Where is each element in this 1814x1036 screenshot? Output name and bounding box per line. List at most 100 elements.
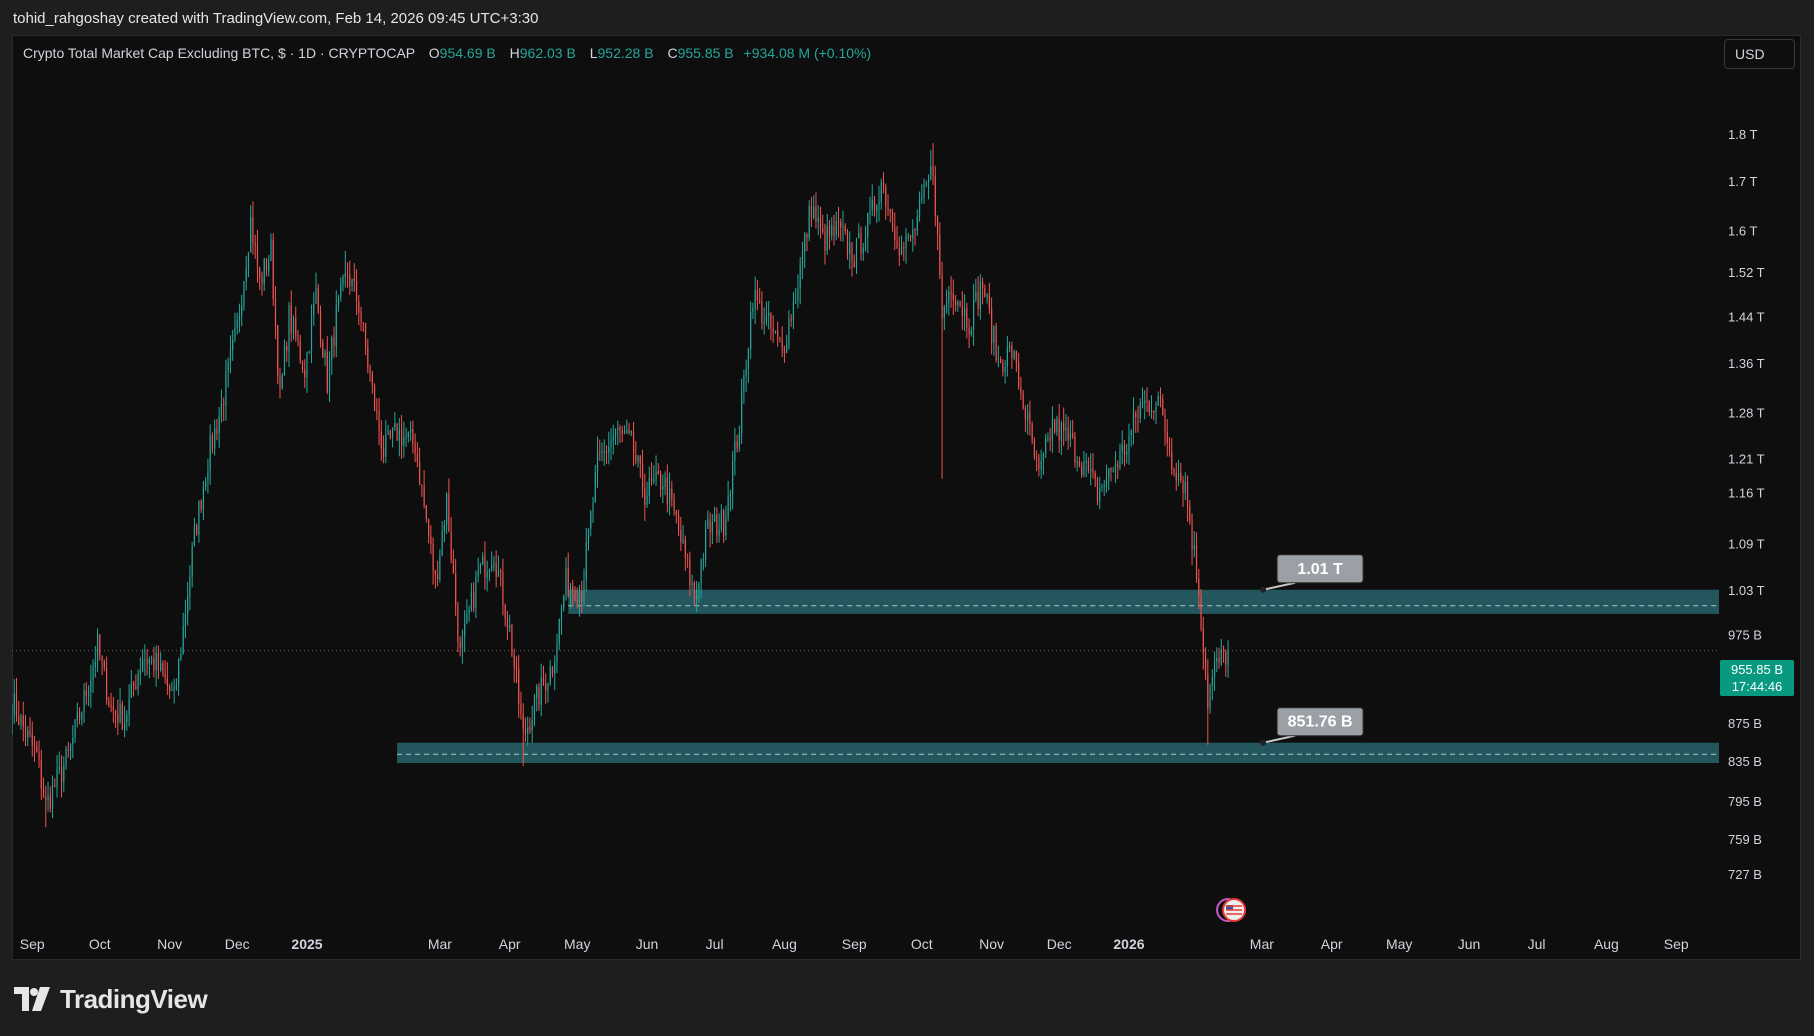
candle-body[interactable]	[24, 726, 27, 738]
candle-body[interactable]	[245, 268, 247, 282]
candle-body[interactable]	[558, 618, 560, 644]
candle-body[interactable]	[1157, 395, 1159, 406]
candle-body[interactable]	[619, 427, 621, 431]
candle-body[interactable]	[1049, 437, 1051, 441]
candle-body[interactable]	[434, 570, 436, 575]
candle-body[interactable]	[1198, 578, 1200, 596]
candle-body[interactable]	[400, 429, 403, 446]
candle-body[interactable]	[540, 677, 542, 705]
candle-body[interactable]	[425, 505, 427, 520]
candle-body[interactable]	[301, 360, 304, 370]
candle-body[interactable]	[360, 312, 362, 323]
candle-body[interactable]	[108, 701, 110, 706]
candle-body[interactable]	[554, 662, 556, 674]
candle-body[interactable]	[437, 574, 439, 580]
candle-body[interactable]	[781, 340, 783, 349]
candle-body[interactable]	[306, 352, 308, 378]
candle-body[interactable]	[15, 693, 18, 717]
candle-body[interactable]	[495, 563, 497, 577]
candle-body[interactable]	[49, 795, 51, 809]
candle-body[interactable]	[322, 342, 324, 358]
candle-body[interactable]	[770, 313, 772, 329]
candle-body[interactable]	[78, 712, 81, 720]
candle-body[interactable]	[209, 435, 211, 471]
candle-body[interactable]	[840, 222, 842, 228]
candle-body[interactable]	[1074, 436, 1076, 463]
candle-body[interactable]	[281, 374, 283, 389]
candle-body[interactable]	[754, 289, 756, 308]
candle-body[interactable]	[317, 287, 319, 312]
candle-body[interactable]	[385, 434, 387, 457]
tradingview-brand[interactable]: TradingView	[14, 984, 208, 1014]
candle-body[interactable]	[621, 430, 623, 434]
candle-body[interactable]	[142, 659, 144, 670]
candle-body[interactable]	[1216, 657, 1218, 662]
candle-body[interactable]	[736, 441, 738, 449]
candle-body[interactable]	[957, 301, 959, 305]
candle-body[interactable]	[416, 453, 418, 462]
candle-body[interactable]	[632, 431, 635, 455]
candle-body[interactable]	[31, 734, 33, 746]
candle-body[interactable]	[488, 569, 491, 572]
candle-body[interactable]	[880, 181, 882, 203]
candle-body[interactable]	[637, 455, 639, 462]
candle-body[interactable]	[664, 477, 666, 487]
candle-body[interactable]	[961, 306, 963, 316]
candle-body[interactable]	[1045, 438, 1047, 454]
candle-body[interactable]	[1027, 412, 1029, 420]
candle-body[interactable]	[639, 455, 641, 464]
candle-body[interactable]	[574, 590, 576, 601]
candle-body[interactable]	[646, 495, 648, 505]
candle-body[interactable]	[662, 486, 664, 489]
candle-body[interactable]	[943, 306, 945, 319]
candle-body[interactable]	[563, 596, 565, 608]
candle-body[interactable]	[1148, 401, 1150, 413]
candle-body[interactable]	[373, 384, 376, 411]
candle-body[interactable]	[795, 301, 797, 303]
candle-body[interactable]	[407, 432, 409, 437]
candle-body[interactable]	[225, 371, 227, 406]
candle-body[interactable]	[761, 300, 763, 324]
candle-body[interactable]	[641, 463, 644, 489]
candle-body[interactable]	[340, 284, 342, 298]
candle-body[interactable]	[1159, 395, 1162, 399]
candle-body[interactable]	[387, 430, 389, 435]
candle-body[interactable]	[243, 281, 245, 306]
candle-body[interactable]	[13, 693, 15, 715]
candle-body[interactable]	[371, 373, 373, 385]
candle-body[interactable]	[927, 178, 930, 184]
candle-body[interactable]	[518, 669, 520, 704]
candle-body[interactable]	[1202, 628, 1204, 654]
candle-body[interactable]	[1225, 651, 1227, 665]
candle-body[interactable]	[657, 471, 659, 475]
candle-body[interactable]	[878, 202, 880, 206]
candle-body[interactable]	[391, 427, 394, 438]
candle-body[interactable]	[750, 312, 752, 349]
candle-body[interactable]	[99, 634, 101, 656]
candle-body[interactable]	[1042, 453, 1045, 461]
candle-body[interactable]	[765, 315, 768, 323]
candle-body[interactable]	[527, 727, 529, 734]
candle-body[interactable]	[288, 304, 290, 351]
candle-body[interactable]	[304, 369, 306, 378]
candle-body[interactable]	[599, 451, 601, 453]
candle-body[interactable]	[696, 589, 698, 600]
candle-body[interactable]	[601, 452, 603, 454]
candle-body[interactable]	[468, 609, 470, 614]
candle-body[interactable]	[849, 242, 851, 254]
candle-body[interactable]	[18, 716, 20, 725]
candle-body[interactable]	[1112, 471, 1114, 473]
candle-body[interactable]	[763, 322, 765, 324]
candle-body[interactable]	[995, 326, 997, 360]
candle-body[interactable]	[308, 351, 310, 353]
candle-body[interactable]	[362, 322, 364, 324]
candle-body[interactable]	[428, 519, 430, 537]
candle-body[interactable]	[1065, 427, 1067, 431]
candle-body[interactable]	[801, 252, 804, 266]
candle-body[interactable]	[1213, 661, 1216, 677]
candle-body[interactable]	[885, 186, 887, 207]
candle-body[interactable]	[1069, 433, 1072, 440]
candle-body[interactable]	[274, 299, 277, 326]
candle-body[interactable]	[295, 318, 297, 337]
candle-body[interactable]	[279, 376, 281, 389]
